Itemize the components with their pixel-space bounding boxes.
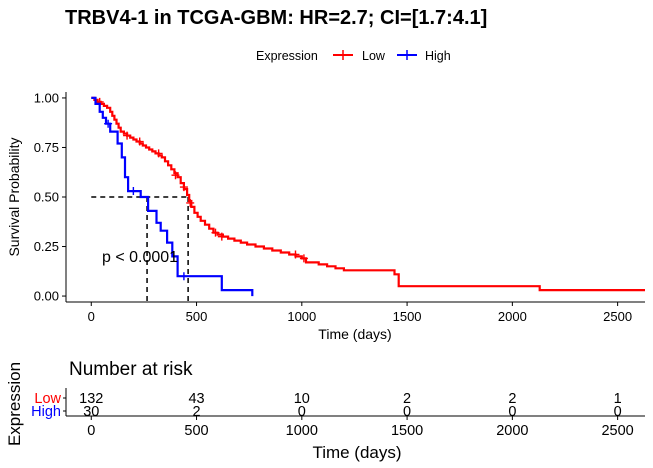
censor-mark-low: [291, 250, 300, 259]
risk-x-tick-label: 0: [87, 423, 95, 439]
risk-count-high: 0: [298, 404, 306, 420]
censor-mark-low: [123, 131, 132, 140]
risk-x-tick-label: 2000: [496, 423, 528, 439]
risk-row-label-high: High: [31, 404, 61, 420]
x-axis-label: Time (days): [318, 326, 391, 342]
censor-mark-high: [179, 272, 188, 281]
censor-mark-low: [211, 228, 220, 237]
risk-y-axis-label: Expression: [5, 362, 24, 446]
y-tick-label: 0.00: [34, 289, 59, 304]
x-tick-label: 0: [88, 309, 95, 324]
risk-x-tick-label: 500: [184, 423, 208, 439]
risk-count-low: 43: [188, 391, 204, 407]
y-tick-label: 0.50: [34, 190, 59, 205]
legend-label-low: Low: [362, 49, 386, 63]
censor-mark-low: [179, 183, 188, 192]
risk-count-high: 0: [508, 404, 516, 420]
x-tick-label: 1000: [287, 309, 316, 324]
survival-curve-high: [91, 96, 254, 297]
risk-count-low: 2: [508, 391, 516, 407]
legend-key-high: [397, 50, 417, 60]
chart-title: TRBV4-1 in TCGA-GBM: HR=2.7; CI=[1.7:4.1…: [65, 7, 487, 29]
risk-table-axes: [63, 388, 645, 417]
censor-mark-low: [186, 198, 195, 207]
risk-row-label-low: Low: [34, 391, 61, 407]
risk-x-tick-label: 1000: [286, 423, 318, 439]
risk-x-ticks: 0 500 1000 1500 2000 2500: [87, 416, 634, 439]
censor-mark-low: [171, 171, 180, 180]
risk-count-low: 1: [614, 391, 622, 407]
survival-curves: [91, 96, 645, 297]
risk-x-tick-label: 1500: [391, 423, 423, 439]
y-tick-label: 1.00: [34, 90, 59, 105]
x-tick-label: 500: [186, 309, 208, 324]
risk-count-high: 2: [192, 404, 200, 420]
x-ticks: 0 500 1000 1500 2000 2500: [88, 302, 632, 324]
risk-x-axis-label: Time (days): [312, 443, 401, 462]
censor-mark-low: [299, 254, 308, 263]
risk-count-high: 0: [614, 404, 622, 420]
risk-x-tick-label: 2500: [601, 423, 633, 439]
legend-key-low: [333, 50, 353, 60]
y-ticks: 0.00 0.25 0.50 0.75 1.00: [34, 90, 66, 304]
censor-mark-low: [135, 137, 144, 146]
x-tick-label: 1500: [393, 309, 422, 324]
censor-mark-high: [104, 119, 113, 128]
km-plot: 0.00 0.25 0.50 0.75 1.00 0 500 1000 1500 2000 250…: [6, 90, 645, 342]
risk-count-high: 0: [403, 404, 411, 420]
x-tick-label: 2000: [498, 309, 527, 324]
censor-mark-high: [129, 187, 138, 196]
legend: Expression Low High: [256, 49, 451, 63]
x-tick-label: 2500: [603, 309, 632, 324]
y-axis-label: Survival Probability: [6, 137, 22, 256]
censor-mark-low: [154, 149, 163, 158]
censor-mark-low: [217, 232, 226, 241]
risk-count-low: 2: [403, 391, 411, 407]
y-tick-label: 0.75: [34, 140, 59, 155]
risk-table-title: Number at risk: [69, 359, 193, 380]
legend-label-high: High: [425, 49, 451, 63]
risk-count-low: 132: [79, 391, 103, 407]
y-tick-label: 0.25: [34, 239, 59, 254]
p-value-annotation: p < 0.0001: [102, 249, 178, 266]
legend-title: Expression: [256, 49, 318, 63]
risk-count-low: 10: [294, 391, 310, 407]
